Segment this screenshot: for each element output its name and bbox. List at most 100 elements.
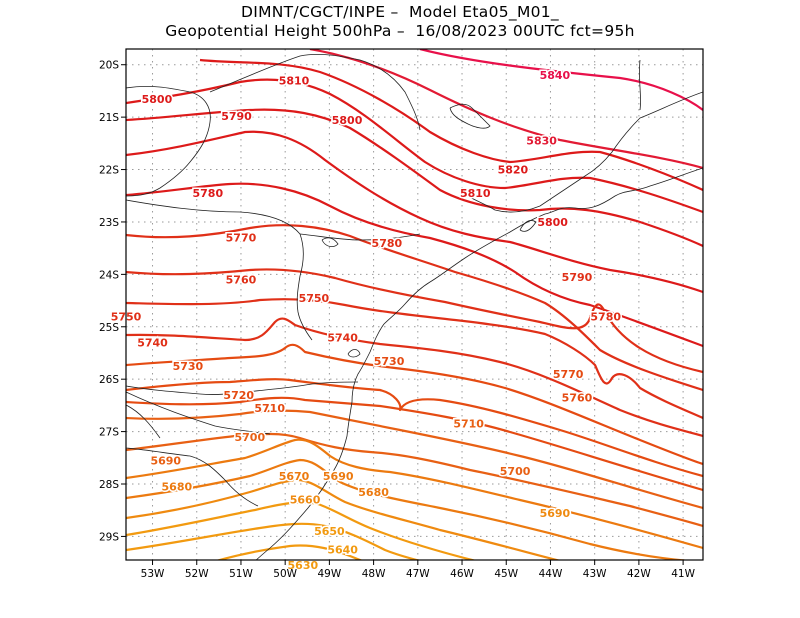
y-tick-label: 29S	[99, 531, 119, 543]
contour-label: 5680	[358, 486, 389, 499]
contour-label: 5710	[453, 418, 484, 431]
contour-line-5740	[126, 317, 703, 438]
contour-labels: 5840 5830 5810 5800 5800 5790 5820 5810 5780 5800…	[109, 68, 623, 574]
x-tick-label: 52W	[185, 568, 209, 580]
contour-label: 5790	[562, 271, 593, 284]
contour-label: 5840	[540, 69, 571, 82]
contour-label: 5780	[590, 310, 621, 323]
bay	[519, 220, 537, 232]
x-tick-label: 53W	[141, 568, 165, 580]
contour-label: 5690	[323, 470, 354, 483]
bay	[347, 349, 361, 358]
contour-line-5710	[126, 396, 703, 492]
x-tick-label: 48W	[362, 568, 386, 580]
plot-frame	[125, 48, 704, 561]
y-tick-label: 26S	[99, 374, 119, 386]
contour-label: 5810	[460, 187, 491, 200]
contour-line-5750	[126, 298, 703, 420]
contour-line-5810	[126, 78, 703, 214]
x-tick-label: 41W	[671, 568, 695, 580]
x-tick-label: 46W	[450, 568, 474, 580]
bay	[321, 237, 339, 248]
contour-label: 5640	[327, 544, 358, 557]
axes: 53W 52W 51W 50W 49W 48W 47W 46W 45W 44W 43W 42W 41W 2…	[99, 60, 696, 580]
contour-label: 5660	[290, 494, 321, 507]
contour-line-5700	[126, 409, 703, 510]
state-border	[639, 59, 641, 111]
contour-line-5840	[419, 49, 703, 111]
y-tick-label: 22S	[99, 165, 119, 177]
contour-line-5830	[309, 49, 703, 170]
coastline-and-borders	[126, 53, 703, 560]
contour-label: 5770	[226, 232, 257, 245]
x-tick-label: 45W	[494, 568, 518, 580]
graticule	[126, 49, 703, 560]
contour-lines	[126, 49, 703, 560]
y-tick-label: 28S	[99, 479, 119, 491]
contour-label: 5800	[537, 216, 568, 229]
contour-label: 5740	[137, 336, 168, 349]
contour-line-5730	[126, 343, 703, 466]
contour-label: 5700	[500, 465, 531, 478]
contour-line-5670	[126, 458, 692, 560]
contour-label: 5630	[288, 559, 319, 572]
contour-line-5770	[126, 224, 703, 392]
contour-label: 5780	[372, 237, 403, 250]
contour-line-5790	[126, 130, 703, 294]
state-border	[459, 91, 703, 213]
x-tick-label: 49W	[318, 568, 342, 580]
contour-label: 5770	[553, 368, 584, 381]
y-tick-label: 25S	[99, 322, 119, 334]
y-tick-label: 27S	[99, 427, 119, 439]
contour-label: 5760	[226, 274, 257, 287]
contour-label: 5830	[526, 135, 557, 148]
state-border	[209, 53, 421, 131]
contour-label: 5720	[223, 389, 254, 402]
contour-label: 5690	[540, 507, 571, 520]
lagoon	[449, 103, 491, 129]
x-tick-label: 51W	[229, 568, 253, 580]
contour-line-5630	[215, 544, 363, 560]
state-border	[126, 85, 211, 197]
x-tick-label: 43W	[583, 568, 607, 580]
contour-line-5650	[126, 501, 477, 560]
x-tick-label: 42W	[627, 568, 651, 580]
coastline	[255, 167, 703, 560]
contour-label: 5800	[142, 93, 173, 106]
contour-label: 5690	[150, 454, 181, 467]
x-tick-label: 44W	[539, 568, 563, 580]
x-tick-label: 47W	[406, 568, 430, 580]
contour-label: 5790	[221, 110, 252, 123]
contour-line-5690	[126, 432, 703, 528]
state-border	[126, 199, 313, 341]
contour-label: 5740	[327, 331, 358, 344]
state-border	[126, 404, 161, 439]
state-border	[299, 233, 421, 241]
contour-line-5680	[126, 438, 703, 550]
x-tick-label: 50W	[273, 568, 297, 580]
contour-label: 5760	[562, 392, 593, 405]
y-tick-label: 21S	[99, 112, 119, 124]
contour-line-5780	[126, 182, 703, 348]
contour-label: 5780	[192, 187, 223, 200]
contour-label: 5710	[254, 402, 285, 415]
contour-label: 5730	[374, 355, 405, 368]
contour-line-5720	[126, 378, 703, 478]
y-tick-label: 20S	[99, 60, 119, 72]
contour-label: 5650	[314, 525, 345, 538]
contour-label: 5800	[332, 114, 363, 127]
contour-label: 5750	[299, 292, 330, 305]
contour-line-5760	[126, 268, 703, 374]
state-border	[126, 381, 359, 395]
contour-line-5660	[126, 478, 561, 560]
contour-label: 5670	[279, 470, 310, 483]
contour-label: 5700	[234, 431, 265, 444]
contour-label: 5680	[162, 481, 193, 494]
chart-title-line-2: Geopotential Height 500hPa – 16/08/2023 …	[165, 22, 635, 40]
contour-label: 5730	[173, 360, 204, 373]
y-tick-label: 24S	[99, 269, 119, 281]
contour-line-5640	[126, 522, 421, 560]
state-border	[126, 391, 271, 435]
state-border	[126, 447, 259, 507]
